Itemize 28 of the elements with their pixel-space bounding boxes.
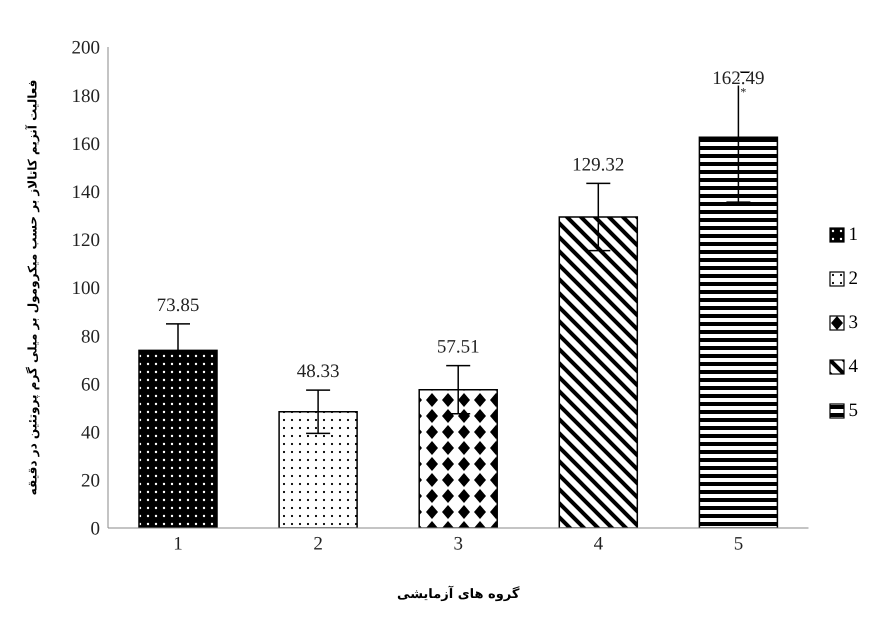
data-label: 73.85 — [156, 294, 200, 316]
y-tick-label: 140 — [72, 182, 100, 204]
x-tick-label: 2 — [313, 533, 323, 554]
x-tick-label: 3 — [454, 533, 463, 554]
y-tick-label: 40 — [81, 422, 100, 444]
x-tick-label: 4 — [594, 533, 604, 554]
y-axis-title: فعالیت آنزیم کاتالاز بر حسب میکرومول بر میلی گرم پروتئین در دقیقه — [24, 80, 40, 496]
y-tick-label: 0 — [90, 518, 100, 540]
legend-label: 3 — [848, 312, 858, 334]
x-tick-label: 5 — [734, 533, 744, 554]
annotation: * — [740, 85, 746, 100]
legend-label: 4 — [848, 356, 858, 378]
legend-label: 2 — [848, 268, 858, 290]
y-tick-label: 120 — [72, 230, 100, 252]
y-tick-label: 60 — [81, 374, 100, 396]
y-tick-label: 200 — [72, 38, 100, 59]
legend-label: 5 — [848, 400, 858, 422]
y-tick-label: 80 — [81, 326, 100, 348]
y-tick-label: 20 — [81, 470, 100, 492]
x-axis-title: گروه های آزمایشی — [397, 585, 520, 602]
data-label: 57.51 — [436, 336, 480, 358]
y-tick-label: 160 — [72, 134, 100, 155]
x-tick-label: 1 — [173, 533, 183, 554]
y-tick-label: 180 — [72, 86, 100, 107]
legend-label: 1 — [848, 224, 858, 246]
data-label: 48.33 — [296, 361, 340, 382]
y-tick-label: 100 — [72, 278, 100, 300]
data-label: 129.32 — [572, 154, 624, 176]
